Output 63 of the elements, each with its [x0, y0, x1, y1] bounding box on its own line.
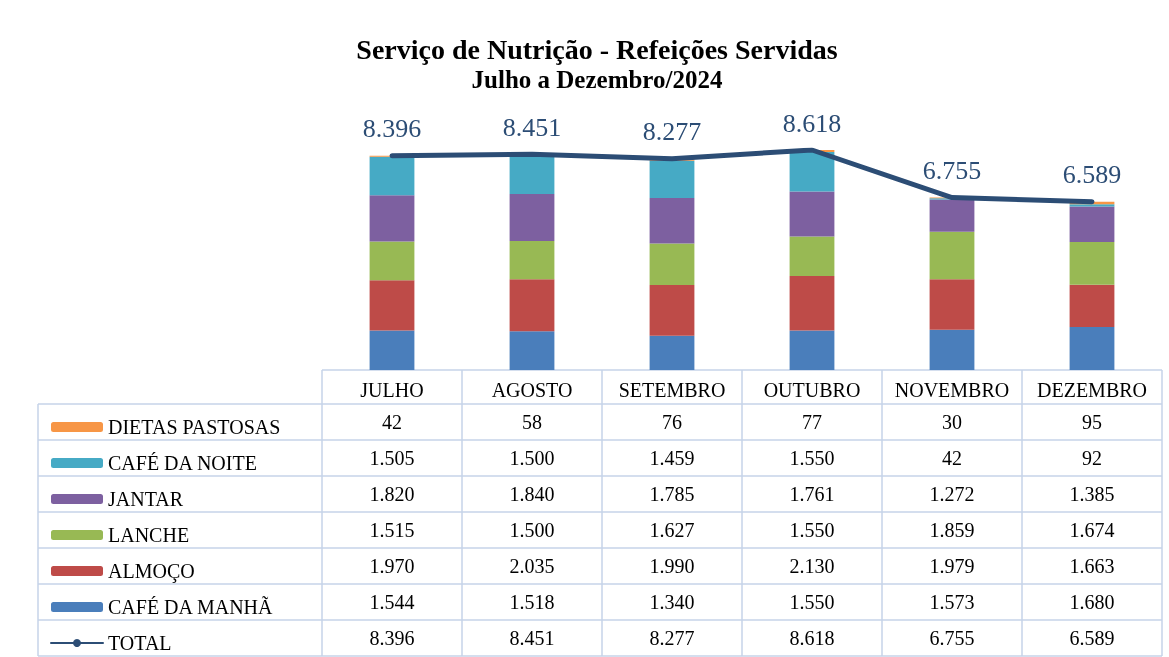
data-label: 42: [942, 447, 962, 469]
data-label: 1.550: [789, 519, 835, 541]
data-label: 6.589: [1069, 627, 1115, 649]
text: 6.589: [1062, 160, 1122, 190]
legend-label: TOTAL: [108, 632, 172, 654]
data-label: 92: [1082, 447, 1102, 469]
x-tick-label: NOVEMBRO: [894, 379, 1010, 401]
data-label: 1.785: [649, 483, 695, 505]
data-label: 1.550: [789, 591, 835, 613]
x-tick-label: JULHO: [360, 379, 424, 401]
x-tick-label: AGOSTO: [491, 379, 573, 401]
data-label: 1.573: [929, 591, 975, 613]
x-tick-label: OUTUBRO: [763, 379, 861, 401]
data-label: 1.459: [649, 447, 695, 469]
data-label: 1.820: [369, 483, 415, 505]
text: 8.277: [642, 117, 702, 147]
data-label: 8.396: [369, 627, 415, 649]
data-label: 58: [522, 411, 542, 433]
data-label: 1.385: [1069, 483, 1115, 505]
data-label: 1.840: [509, 483, 555, 505]
legend-label: ALMOÇO: [108, 560, 195, 583]
legend-label: JANTAR: [108, 488, 184, 510]
data-label: 2.130: [789, 555, 835, 577]
data-label: 1.515: [369, 519, 415, 541]
data-label: 1.500: [509, 519, 555, 541]
data-label: 1.544: [369, 591, 415, 613]
legend-label: CAFÉ DA MANHÃ: [108, 595, 274, 618]
x-tick-label: SETEMBRO: [618, 379, 726, 401]
data-label: 1.859: [929, 519, 975, 541]
data-label: 30: [942, 411, 962, 433]
data-label: 6.755: [929, 627, 975, 649]
legend-label: DIETAS PASTOSAS: [108, 416, 281, 438]
data-label: 1.990: [649, 555, 695, 577]
data-label: 8.277: [649, 627, 695, 649]
x-tick-label: DEZEMBRO: [1037, 379, 1147, 401]
legend-label: LANCHE: [108, 524, 190, 546]
data-label: 1.663: [1069, 555, 1115, 577]
text: 8.451: [502, 112, 562, 142]
data-label: 95: [1082, 411, 1102, 433]
data-label: 1.979: [929, 555, 975, 577]
data-label: 1.505: [369, 447, 415, 469]
data-label: 1.970: [369, 555, 415, 577]
text: Serviço de Nutrição - Refeições Servidas: [356, 33, 838, 65]
data-label: 1.680: [1069, 591, 1115, 613]
legend-label: CAFÉ DA NOITE: [108, 452, 257, 474]
text: 8.618: [782, 108, 842, 138]
data-label: 1.500: [509, 447, 555, 469]
data-label: 1.674: [1069, 519, 1115, 541]
data-label: 8.618: [789, 627, 835, 649]
text: Julho a Dezembro/2024: [471, 66, 723, 93]
text: 6.755: [922, 156, 982, 186]
data-label: 2.035: [509, 555, 555, 577]
data-label: 1.627: [649, 519, 695, 541]
data-label: 76: [662, 411, 682, 433]
data-label: 1.340: [649, 591, 695, 613]
text: 8.396: [362, 114, 422, 144]
data-label: 1.761: [789, 483, 835, 505]
data-label: 77: [802, 411, 822, 433]
data-label: 42: [382, 411, 402, 433]
data-label: 8.451: [509, 627, 555, 649]
data-label: 1.272: [929, 483, 975, 505]
data-label: 1.550: [789, 447, 835, 469]
data-label: 1.518: [509, 591, 555, 613]
